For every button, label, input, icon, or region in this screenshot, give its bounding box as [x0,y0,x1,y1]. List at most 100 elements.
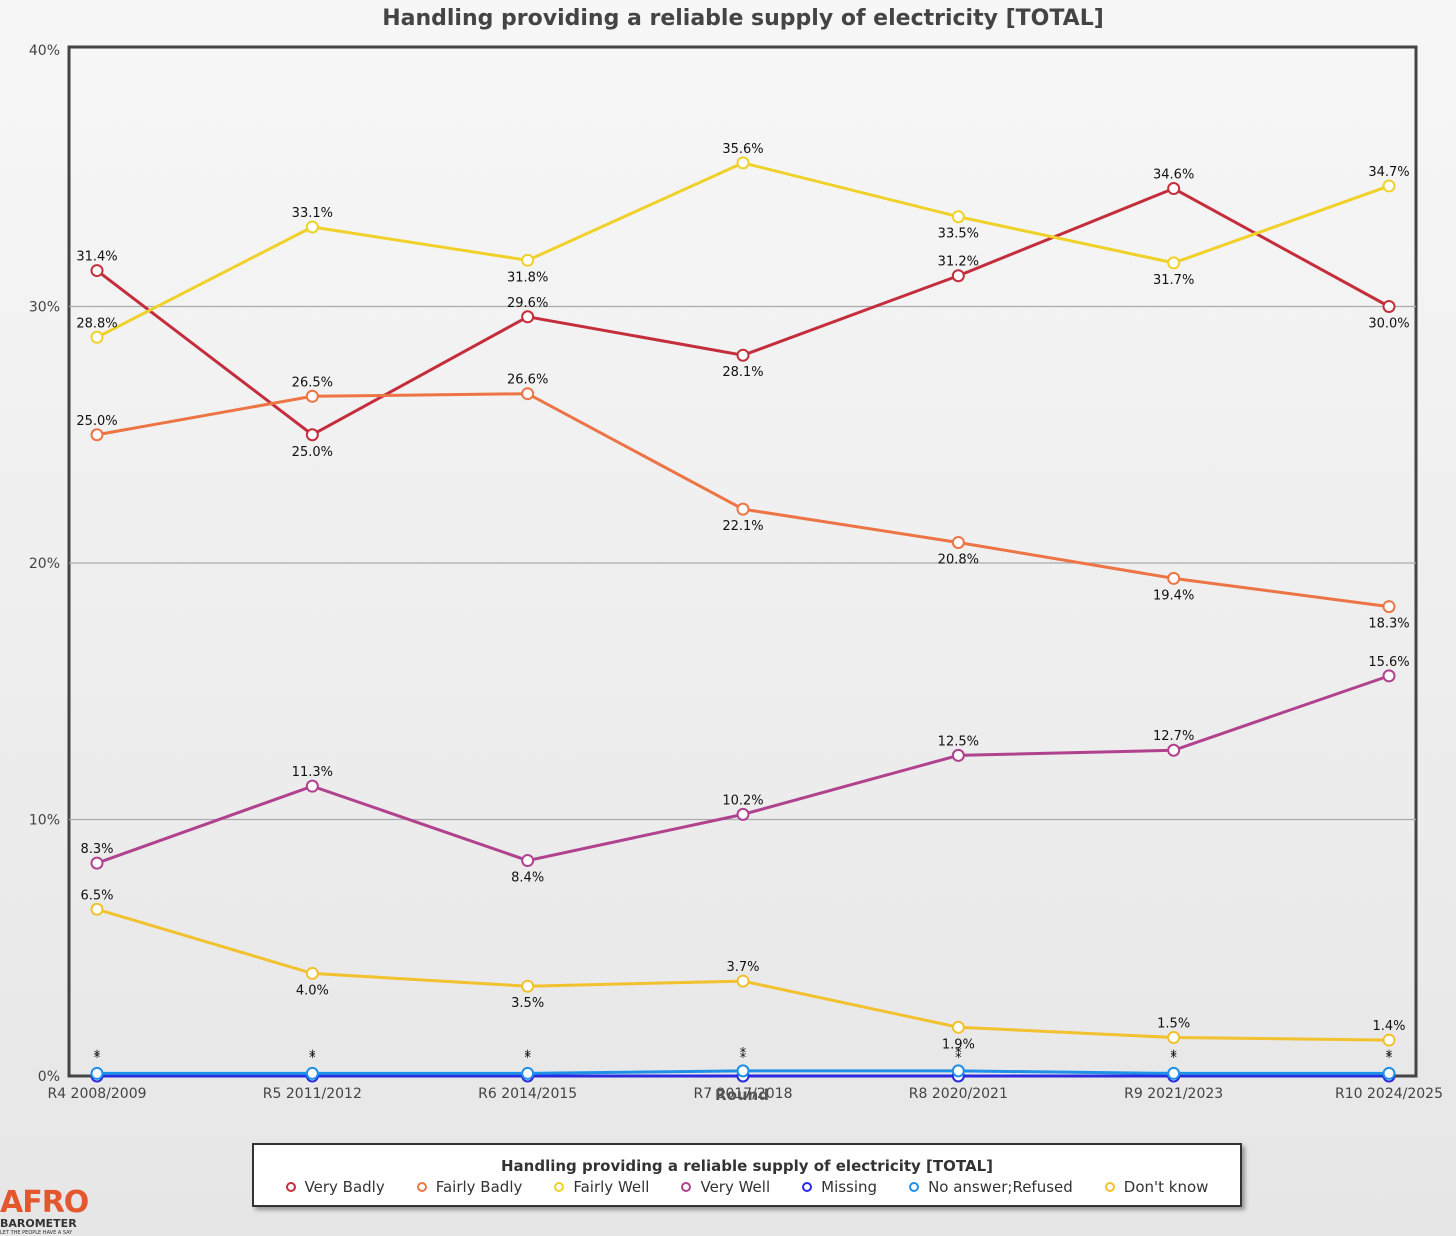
data-label: * [1386,1048,1393,1063]
legend-item-fairly-badly[interactable]: Fairly Badly [416,1178,523,1196]
y-tick-label: 0% [38,1069,60,1085]
data-point[interactable] [521,253,535,267]
data-point[interactable] [736,974,750,988]
data-point[interactable] [951,1064,965,1078]
y-tick-label: 40% [29,43,60,59]
data-point[interactable] [90,264,104,278]
logo-mark: AFRO [0,1185,89,1220]
data-point[interactable] [305,1066,319,1080]
data-point[interactable] [1167,1066,1181,1080]
legend-label: Don't know [1123,1178,1209,1196]
data-point[interactable] [521,854,535,868]
data-point[interactable] [1382,1033,1396,1047]
data-label: 3.7% [726,960,759,975]
legend-label: Fairly Badly [435,1178,523,1196]
data-point[interactable] [90,902,104,916]
legend-title: Handling providing a reliable supply of … [501,1157,993,1175]
x-tick-label: R4 2008/2009 [47,1086,146,1102]
legend: Handling providing a reliable supply of … [252,1143,1242,1207]
legend-marker-icon [554,1182,565,1192]
legend-marker-icon [909,1182,920,1192]
data-label: 1.9% [942,1037,975,1052]
data-point[interactable] [305,779,319,793]
data-label: 6.5% [80,888,113,903]
data-point[interactable] [736,156,750,170]
data-label: 8.4% [511,871,544,886]
data-label: 8.3% [80,842,113,857]
plot-area [67,45,1418,1078]
data-point[interactable] [1382,669,1396,683]
data-point[interactable] [521,979,535,993]
x-tick-label: R6 2014/2015 [478,1086,577,1102]
data-label: 25.0% [292,445,333,460]
data-label: 31.7% [1153,273,1194,288]
legend-item-very-well[interactable]: Very Well [681,1178,770,1196]
data-point[interactable] [951,210,965,224]
legend-item-missing[interactable]: Missing [802,1178,877,1196]
series-fairly-well [90,156,1396,344]
data-label: 1.4% [1372,1019,1405,1034]
data-label: * [524,1051,531,1066]
data-point[interactable] [736,348,750,362]
data-point[interactable] [1167,256,1181,270]
data-point[interactable] [1382,1066,1396,1080]
data-point[interactable] [521,387,535,401]
data-point[interactable] [1382,300,1396,313]
y-tick-label: 30% [29,300,60,316]
data-point[interactable] [1382,600,1396,614]
x-tick-label: R10 2024/2025 [1335,1086,1443,1102]
data-point[interactable] [951,535,965,549]
data-labels: 31.4% 25.0% 29.6% 28.1% 31.2% 34.6% 30.0% 25.0%… [76,142,1409,1066]
data-label: 28.1% [722,365,763,380]
data-label: 34.6% [1153,168,1194,183]
data-label: * [1170,1048,1177,1063]
data-point[interactable] [305,389,319,403]
legend-items: Very Badly Fairly Badly Fairly Well Very We… [254,1178,1240,1196]
data-point[interactable] [1167,571,1181,585]
data-point[interactable] [90,1066,104,1080]
data-label: 31.4% [76,250,117,265]
data-point[interactable] [305,428,319,442]
data-label: 31.2% [938,255,979,270]
data-label: 12.7% [1153,729,1194,744]
data-label: 11.3% [292,765,333,780]
legend-item-don-t-know[interactable]: Don't know [1104,1178,1209,1196]
data-point[interactable] [736,1064,750,1078]
data-label: 33.5% [938,227,979,242]
data-point[interactable] [736,502,750,516]
data-label: * [94,1048,101,1063]
data-label: 18.3% [1368,617,1409,632]
data-point[interactable] [305,966,319,980]
data-point[interactable] [736,807,750,821]
data-point[interactable] [1167,182,1181,196]
data-label: 15.6% [1368,655,1409,670]
y-tick-label: 10% [29,813,60,829]
series-fairly-badly [90,387,1396,614]
legend-item-fairly-well[interactable]: Fairly Well [554,1178,649,1196]
series-very-well [90,669,1396,870]
data-point[interactable] [1382,179,1396,193]
data-point[interactable] [90,428,104,442]
data-label: * [955,1046,962,1061]
data-point[interactable] [951,1020,965,1034]
data-point[interactable] [90,330,104,344]
data-point[interactable] [951,748,965,762]
legend-item-very-badly[interactable]: Very Badly [285,1178,385,1196]
legend-label: Very Badly [304,1178,385,1196]
legend-item-no-answer-refused[interactable]: No answer;Refused [909,1178,1073,1196]
logo-tagline: LET THE PEOPLE HAVE A SAY [0,1230,73,1236]
data-label: 33.1% [292,206,333,221]
data-point[interactable] [305,220,319,234]
data-point[interactable] [951,269,965,283]
data-point[interactable] [521,310,535,324]
legend-marker-icon [802,1182,813,1192]
data-point[interactable] [90,856,104,870]
x-tick-label: R5 2011/2012 [263,1086,362,1102]
series-lines [90,156,1396,1083]
data-label: * [524,1048,531,1063]
legend-marker-icon [416,1182,427,1192]
data-label: * [740,1046,747,1061]
data-point[interactable] [1167,743,1181,757]
data-point[interactable] [1167,1031,1181,1045]
data-point[interactable] [521,1066,535,1080]
